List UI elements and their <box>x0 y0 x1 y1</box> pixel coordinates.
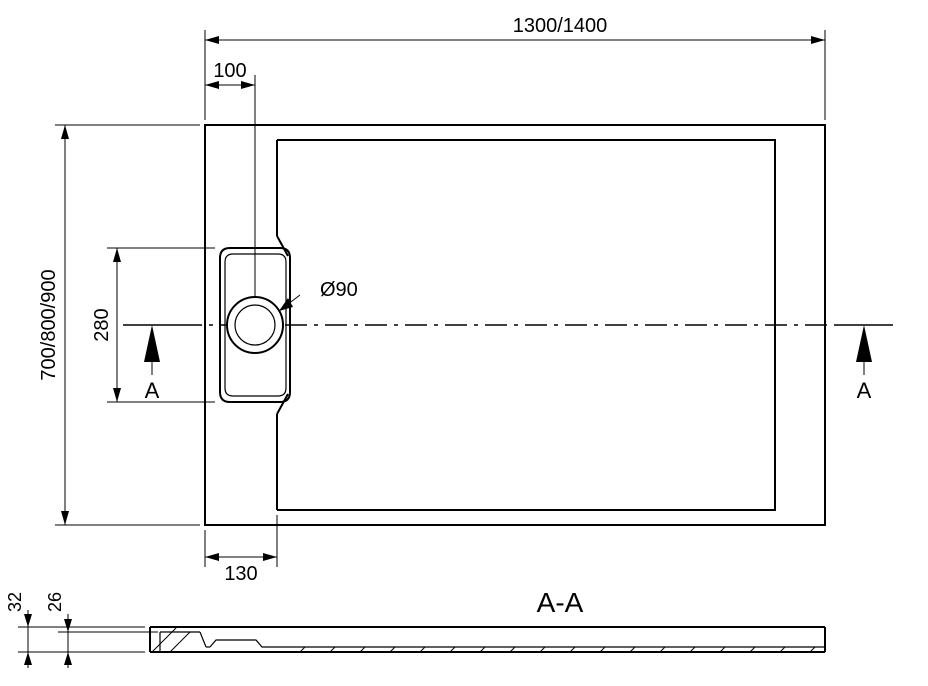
drain-recess-edge-bot <box>277 394 288 414</box>
section-title: A-A <box>537 587 584 618</box>
section-centerline <box>123 325 893 375</box>
section-mark-a-left: A <box>145 378 160 403</box>
technical-drawing-svg: A A 1300/1400 100 700/800/900 280 <box>0 0 928 686</box>
dim-overall-height-label: 700/800/900 <box>38 269 60 380</box>
drain-hole-inner <box>235 305 275 345</box>
section-mark-a-right: A <box>857 378 872 403</box>
dim-overall-width <box>205 30 825 120</box>
dim-section-32 <box>18 610 145 668</box>
dim-section-32-label: 32 <box>5 592 25 612</box>
dim-section-26-label: 26 <box>45 592 65 612</box>
dim-section-26 <box>58 614 158 668</box>
drain-recess-edge-top <box>277 236 288 256</box>
dim-overall-width-label: 1300/1400 <box>513 15 608 37</box>
dim-drain-offset <box>205 75 255 297</box>
dim-drain-panel-width-label: 130 <box>224 563 257 585</box>
dim-drain-offset-label: 100 <box>213 60 246 82</box>
dim-drain-panel-height-label: 280 <box>91 308 113 341</box>
dim-drain-diameter-label: Ø90 <box>320 279 358 301</box>
dim-drain-panel-width <box>205 515 277 567</box>
